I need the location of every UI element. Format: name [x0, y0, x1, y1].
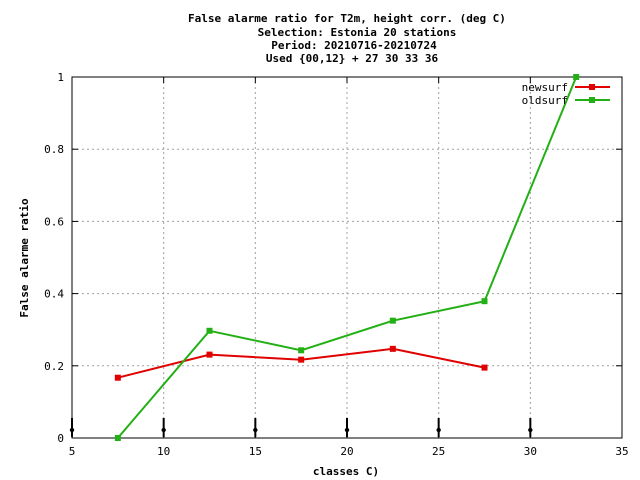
class-marker-dot [69, 427, 75, 433]
data-point-oldsurf [298, 347, 305, 354]
data-point-oldsurf [206, 327, 213, 334]
legend-label-oldsurf: oldsurf [522, 94, 568, 107]
data-point-oldsurf [389, 317, 396, 324]
data-point-oldsurf [114, 435, 121, 441]
x-tick-label: 5 [69, 445, 76, 458]
x-axis-label: classes C) [313, 465, 379, 478]
chart-title: False alarme ratio for T2m, height corr.… [188, 12, 506, 65]
x-tick-label: 25 [432, 445, 445, 458]
legend-marker-oldsurf [589, 97, 595, 103]
data-point-newsurf [206, 351, 213, 358]
legend-label-newsurf: newsurf [522, 81, 568, 94]
y-tick-label: 0.4 [44, 288, 64, 301]
title-line-1: False alarme ratio for T2m, height corr.… [188, 12, 506, 25]
data-point-newsurf [298, 356, 305, 363]
legend-marker-newsurf [589, 84, 595, 90]
series-layer [114, 74, 580, 441]
class-marker-dot [161, 427, 166, 433]
title-line-4: Used {00,12} + 27 30 33 36 [266, 52, 439, 65]
y-tick-label: 0.8 [44, 143, 64, 156]
title-line-3: Period: 20210716-20210724 [271, 39, 437, 52]
title-line-2: Selection: Estonia 20 stations [258, 26, 457, 39]
y-tick-label: 0 [57, 432, 64, 445]
data-point-newsurf [481, 364, 488, 371]
data-point-newsurf [114, 374, 121, 381]
x-tick-label: 10 [157, 445, 170, 458]
series-line-oldsurf [117, 76, 578, 439]
grid [72, 77, 622, 438]
tick-labels: 5 10 15 20 25 30 35 0 0.2 0.4 0.6 0.8 1 [44, 71, 629, 458]
y-tick-label: 0.2 [44, 360, 64, 373]
x-tick-label: 20 [340, 445, 353, 458]
data-point-oldsurf [573, 74, 580, 80]
class-marker-dot [344, 427, 350, 433]
class-marker-dot [528, 427, 533, 433]
class-markers [69, 418, 533, 437]
data-point-newsurf [389, 345, 396, 352]
class-marker-dot [253, 427, 258, 433]
y-tick-label: 0.6 [44, 215, 64, 228]
class-marker-dot [436, 427, 441, 433]
x-tick-label: 15 [249, 445, 262, 458]
data-point-oldsurf [481, 298, 488, 305]
y-axis-label: False alarme ratio [18, 198, 31, 318]
x-tick-label: 30 [524, 445, 537, 458]
y-tick-label: 1 [57, 71, 64, 84]
x-tick-label: 35 [615, 445, 628, 458]
